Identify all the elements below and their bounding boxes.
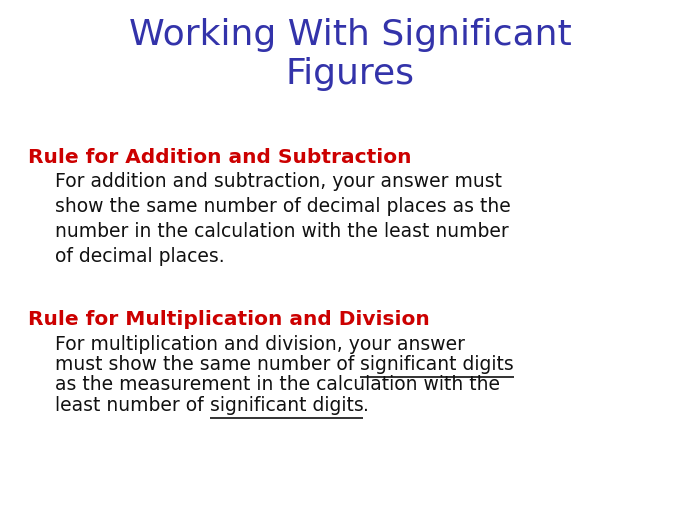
Text: least number of: least number of: [55, 396, 209, 415]
Text: significant digits: significant digits: [209, 396, 363, 415]
Text: Working With Significant
Figures: Working With Significant Figures: [129, 18, 571, 91]
Text: must show the same number of: must show the same number of: [55, 355, 360, 374]
Text: as the measurement in the calculation with the: as the measurement in the calculation wi…: [55, 375, 500, 394]
Text: significant digits: significant digits: [360, 355, 514, 374]
Text: Rule for Multiplication and Division: Rule for Multiplication and Division: [28, 310, 430, 329]
Text: For multiplication and division, your answer: For multiplication and division, your an…: [55, 335, 465, 354]
Text: For addition and subtraction, your answer must
show the same number of decimal p: For addition and subtraction, your answe…: [55, 172, 511, 266]
Text: Rule for Addition and Subtraction: Rule for Addition and Subtraction: [28, 148, 412, 167]
Text: .: .: [363, 396, 370, 415]
